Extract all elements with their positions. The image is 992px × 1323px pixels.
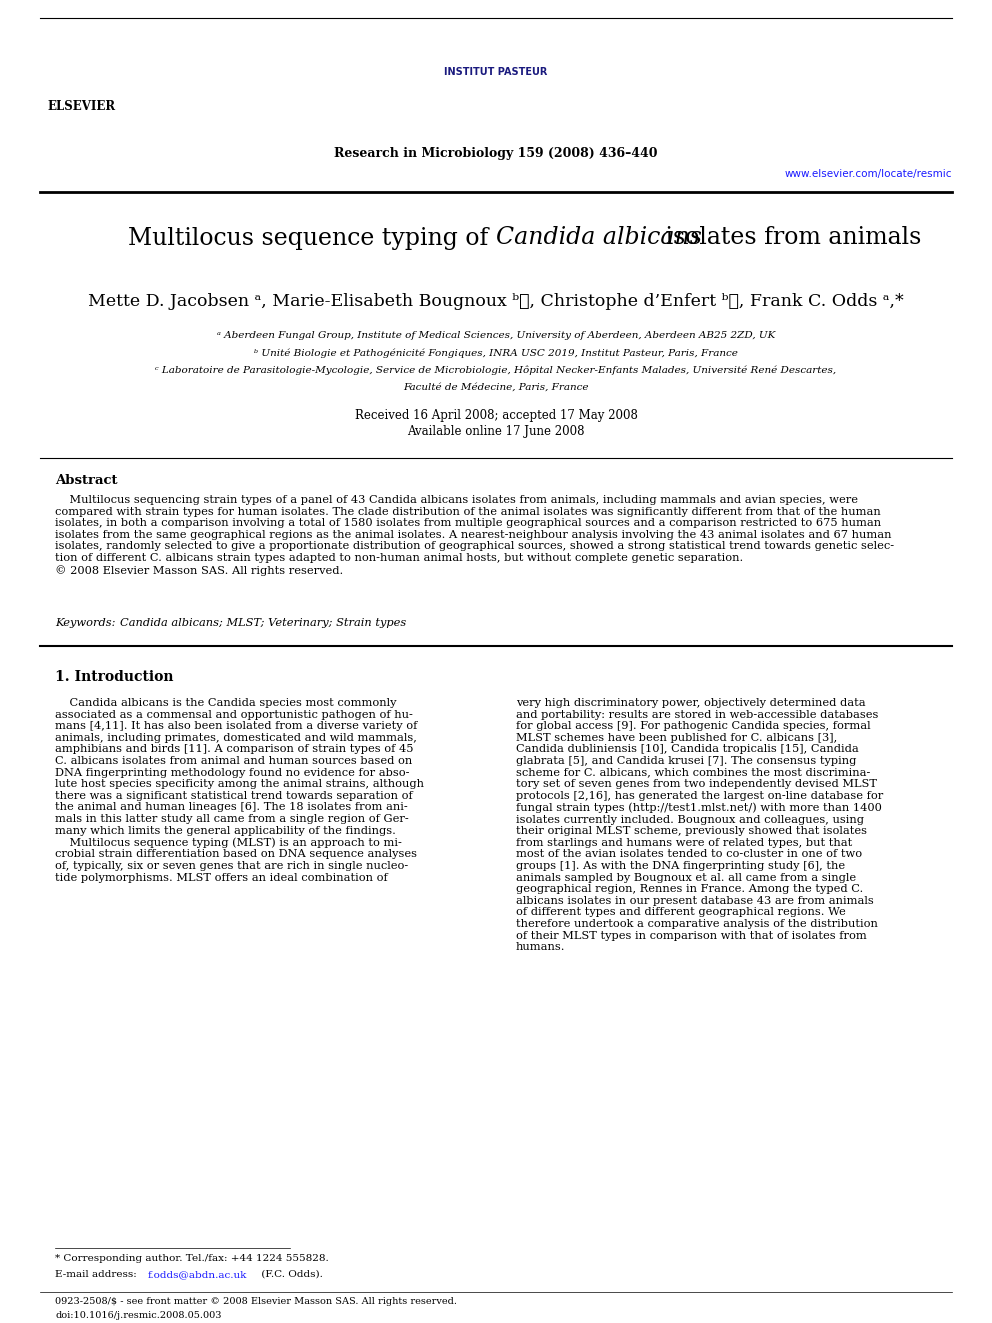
Text: Received 16 April 2008; accepted 17 May 2008: Received 16 April 2008; accepted 17 May … [354,409,638,422]
Text: doi:10.1016/j.resmic.2008.05.003: doi:10.1016/j.resmic.2008.05.003 [55,1311,221,1320]
Text: E-mail address:: E-mail address: [55,1270,140,1279]
Text: Candida albicans is the Candida species most commonly
associated as a commensal : Candida albicans is the Candida species … [55,699,424,882]
Text: Mette D. Jacobsen ᵃ, Marie-Elisabeth Bougnoux ᵇⲜ, Christophe d’Enfert ᵇⲜ, Frank : Mette D. Jacobsen ᵃ, Marie-Elisabeth Bou… [88,294,904,311]
Text: www.elsevier.com/locate/resmic: www.elsevier.com/locate/resmic [785,169,951,179]
Text: Keywords:: Keywords: [55,618,119,628]
Text: * Corresponding author. Tel./fax: +44 1224 555828.: * Corresponding author. Tel./fax: +44 12… [55,1254,328,1263]
Text: Abstract: Abstract [55,474,117,487]
Text: INSTITUT PASTEUR: INSTITUT PASTEUR [444,67,548,77]
Text: Faculté de Médecine, Paris, France: Faculté de Médecine, Paris, France [404,382,588,392]
Text: 0923-2508/$ - see front matter © 2008 Elsevier Masson SAS. All rights reserved.: 0923-2508/$ - see front matter © 2008 El… [55,1297,457,1306]
Text: 1. Introduction: 1. Introduction [55,669,174,684]
Text: Multilocus sequence typing of: Multilocus sequence typing of [128,226,496,250]
Text: Research in Microbiology 159 (2008) 436–440: Research in Microbiology 159 (2008) 436–… [334,147,658,160]
Text: very high discriminatory power, objectively determined data
and portability: res: very high discriminatory power, objectiv… [516,699,883,953]
Text: Multilocus sequencing strain types of a panel of 43 Candida albicans isolates fr: Multilocus sequencing strain types of a … [55,495,894,576]
Text: isolates from animals: isolates from animals [658,226,922,250]
Text: Available online 17 June 2008: Available online 17 June 2008 [408,426,584,438]
Text: (F.C. Odds).: (F.C. Odds). [258,1270,322,1279]
Text: f.odds@abdn.ac.uk: f.odds@abdn.ac.uk [148,1270,247,1279]
Text: Candida albicans; MLST; Veterinary; Strain types: Candida albicans; MLST; Veterinary; Stra… [120,618,407,628]
Text: ᵇ Unité Biologie et Pathogénicité Fongiques, INRA USC 2019, Institut Pasteur, Pa: ᵇ Unité Biologie et Pathogénicité Fongiq… [254,348,738,357]
Text: ᶜ Laboratoire de Parasitologie-Mycologie, Service de Microbiologie, Hôpital Neck: ᶜ Laboratoire de Parasitologie-Mycologie… [156,365,836,374]
Text: ᵃ Aberdeen Fungal Group, Institute of Medical Sciences, University of Aberdeen, : ᵃ Aberdeen Fungal Group, Institute of Me… [217,332,775,340]
Text: Candida albicans: Candida albicans [496,226,702,250]
Text: ELSEVIER: ELSEVIER [48,101,116,114]
